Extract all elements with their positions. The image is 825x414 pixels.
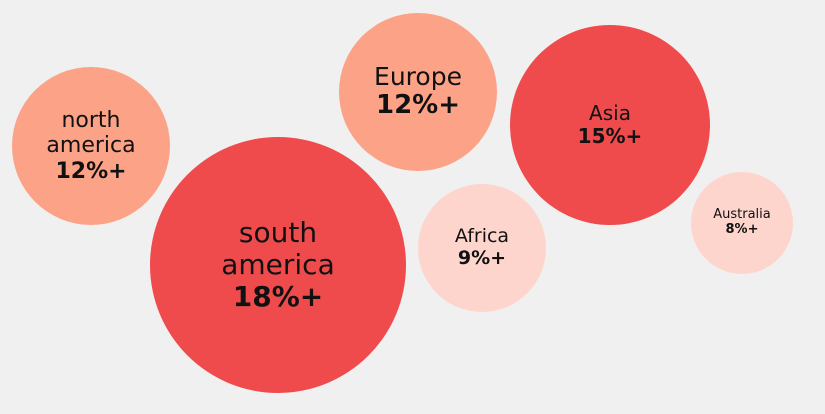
bubble-value: 15%+ — [577, 124, 643, 148]
bubble-label: north america — [46, 108, 136, 159]
bubble-south-america: south america 18%+ — [150, 137, 406, 393]
bubble-label: Africa — [454, 225, 510, 248]
bubble-label: south america — [221, 215, 335, 281]
bubble-label: Australia — [713, 207, 771, 223]
bubble-africa: Africa 9%+ — [418, 184, 546, 312]
bubble-value: 12%+ — [375, 90, 461, 121]
bubble-europe: Europe 12%+ — [339, 13, 497, 171]
bubble-australia: Australia 8%+ — [691, 172, 793, 274]
bubble-value: 9%+ — [457, 247, 507, 269]
bubble-label: Asia — [589, 101, 631, 125]
bubble-north-america: north america 12%+ — [12, 67, 170, 225]
bubble-asia: Asia 15%+ — [510, 25, 710, 225]
bubble-value: 8%+ — [725, 222, 759, 237]
bubble-value: 18%+ — [232, 280, 324, 314]
bubble-value: 12%+ — [55, 158, 127, 184]
bubble-label: Europe — [374, 61, 462, 91]
